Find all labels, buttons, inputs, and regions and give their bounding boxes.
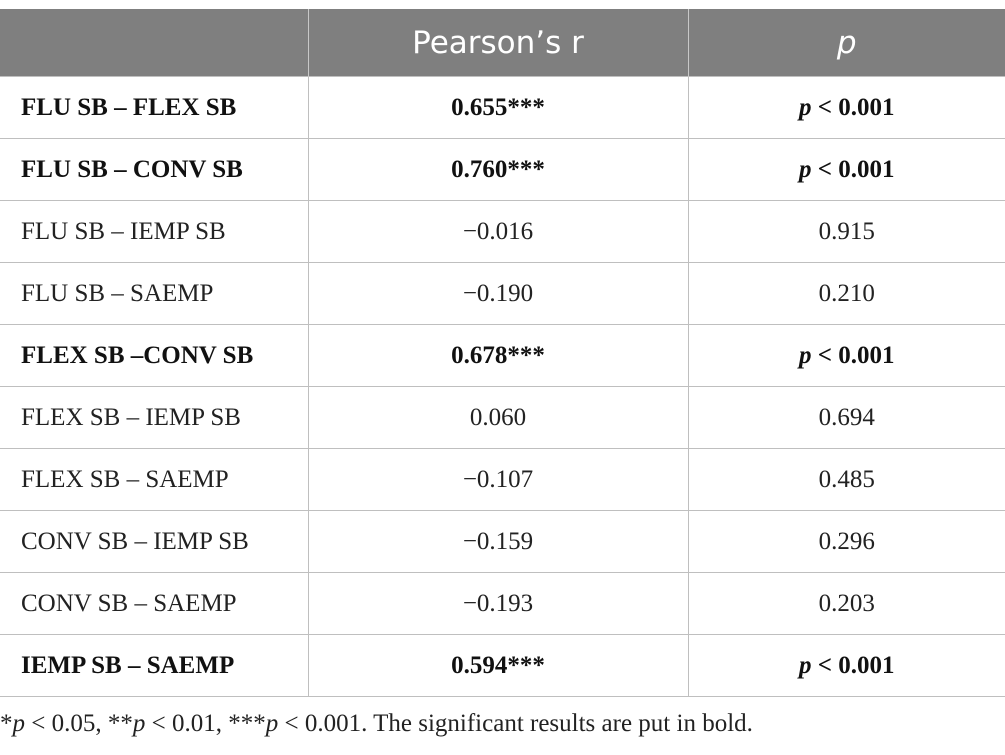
pair-cell: FLEX SB –CONV SB bbox=[0, 324, 309, 387]
p-value-cell: p < 0.001 bbox=[688, 634, 1005, 697]
pearson-r-cell: 0.678*** bbox=[308, 324, 689, 387]
pearson-r-cell: −0.107 bbox=[308, 448, 689, 511]
header-row: Pearson’s r p bbox=[0, 9, 1005, 77]
pair-cell: FLU SB – FLEX SB bbox=[0, 76, 309, 139]
p-symbol: p bbox=[799, 155, 812, 183]
p-value-cell: p < 0.001 bbox=[688, 324, 1005, 387]
correlation-table: Pearson’s r p FLU SB – FLEX SB 0.655*** p … bbox=[0, 9, 1005, 697]
pearson-r-cell: 0.594*** bbox=[308, 634, 689, 697]
pair-cell: CONV SB – IEMP SB bbox=[0, 510, 309, 573]
header-p: p bbox=[688, 9, 1005, 77]
table-row: FLEX SB – SAEMP −0.107 0.485 bbox=[0, 448, 1005, 511]
header-pair bbox=[0, 9, 309, 77]
p-value-text: 0.210 bbox=[818, 279, 875, 307]
p-value-text: 0.203 bbox=[818, 589, 875, 617]
p-value-cell: p < 0.001 bbox=[688, 76, 1005, 139]
p-value-text: 0.296 bbox=[818, 527, 875, 555]
p-value-cell: p < 0.001 bbox=[688, 138, 1005, 201]
pearson-r-cell: −0.159 bbox=[308, 510, 689, 573]
footnote-text2: < 0.01, *** bbox=[145, 710, 266, 737]
p-value-cell: 0.203 bbox=[688, 572, 1005, 635]
pearson-r-cell: 0.060 bbox=[308, 386, 689, 449]
table-row: FLU SB – SAEMP −0.190 0.210 bbox=[0, 262, 1005, 325]
p-symbol: p bbox=[799, 651, 812, 679]
p-symbol: p bbox=[799, 93, 812, 121]
p-value-text: < 0.001 bbox=[811, 341, 895, 369]
p-value-cell: 0.296 bbox=[688, 510, 1005, 573]
p-symbol: p bbox=[799, 341, 812, 369]
footnote-p2: p bbox=[132, 710, 146, 737]
pair-cell: FLU SB – SAEMP bbox=[0, 262, 309, 325]
table-row: FLEX SB –CONV SB 0.678*** p < 0.001 bbox=[0, 324, 1005, 387]
table-row: CONV SB – SAEMP −0.193 0.203 bbox=[0, 572, 1005, 635]
table-row: FLU SB – CONV SB 0.760*** p < 0.001 bbox=[0, 138, 1005, 201]
footnote-star: * bbox=[0, 710, 13, 737]
pair-cell: FLU SB – IEMP SB bbox=[0, 200, 309, 263]
table-row: IEMP SB – SAEMP 0.594*** p < 0.001 bbox=[0, 634, 1005, 697]
p-value-cell: 0.210 bbox=[688, 262, 1005, 325]
p-value-text: 0.915 bbox=[818, 217, 875, 245]
pearson-r-cell: −0.190 bbox=[308, 262, 689, 325]
footnote-p3: p bbox=[265, 710, 279, 737]
pearson-r-cell: 0.760*** bbox=[308, 138, 689, 201]
pair-cell: FLU SB – CONV SB bbox=[0, 138, 309, 201]
footnote-text3: < 0.001. The significant results are put… bbox=[278, 710, 753, 737]
p-value-text: < 0.001 bbox=[811, 93, 895, 121]
table-footnote: *p < 0.05, **p < 0.01, ***p < 0.001. The… bbox=[0, 710, 753, 738]
header-pearson-r: Pearson’s r bbox=[308, 9, 689, 77]
pair-cell: FLEX SB – SAEMP bbox=[0, 448, 309, 511]
p-value-cell: 0.485 bbox=[688, 448, 1005, 511]
footnote-text1: < 0.05, ** bbox=[25, 710, 133, 737]
pair-cell: IEMP SB – SAEMP bbox=[0, 634, 309, 697]
table-row: FLU SB – FLEX SB 0.655*** p < 0.001 bbox=[0, 76, 1005, 139]
table-row: FLU SB – IEMP SB −0.016 0.915 bbox=[0, 200, 1005, 263]
pearson-r-cell: −0.016 bbox=[308, 200, 689, 263]
table-row: CONV SB – IEMP SB −0.159 0.296 bbox=[0, 510, 1005, 573]
p-value-text: 0.485 bbox=[818, 465, 875, 493]
pearson-r-cell: 0.655*** bbox=[308, 76, 689, 139]
p-value-cell: 0.694 bbox=[688, 386, 1005, 449]
p-value-cell: 0.915 bbox=[688, 200, 1005, 263]
correlation-table-container: Pearson’s r p FLU SB – FLEX SB 0.655*** p … bbox=[0, 9, 1005, 697]
pearson-r-cell: −0.193 bbox=[308, 572, 689, 635]
table-row: FLEX SB – IEMP SB 0.060 0.694 bbox=[0, 386, 1005, 449]
footnote-p1: p bbox=[12, 710, 26, 737]
p-value-text: < 0.001 bbox=[811, 155, 895, 183]
p-value-text: < 0.001 bbox=[811, 651, 895, 679]
table-body: FLU SB – FLEX SB 0.655*** p < 0.001 FLU SB … bbox=[0, 76, 1005, 697]
pair-cell: FLEX SB – IEMP SB bbox=[0, 386, 309, 449]
p-value-text: 0.694 bbox=[818, 403, 875, 431]
pair-cell: CONV SB – SAEMP bbox=[0, 572, 309, 635]
